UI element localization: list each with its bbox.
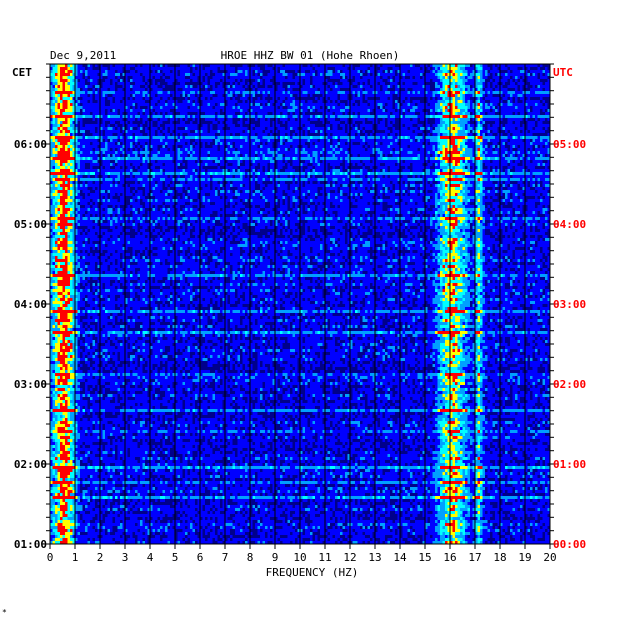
x-tick-label: 1	[72, 551, 79, 564]
x-tick-label: 5	[172, 551, 179, 564]
left-time-label: 02:00	[14, 458, 47, 471]
chart-title: HROE HHZ BW 01 (Hohe Rhoen)	[221, 49, 400, 62]
x-axis-label: FREQUENCY (HZ)	[266, 566, 359, 579]
x-axis-ticks: 0 1 2 3 4 5 6 7 8 9 10 11 12 13 14 15 16 17 18 19 20	[47, 544, 557, 564]
left-axis-label: CET	[12, 66, 32, 79]
right-axis-ticks: 05:00 04:00 03:00 02:00 01:00 00:00	[550, 64, 586, 551]
x-tick-label: 10	[293, 551, 306, 564]
right-time-label: 03:00	[553, 298, 586, 311]
left-time-label: 04:00	[14, 298, 47, 311]
x-tick-label: 15	[418, 551, 431, 564]
x-tick-label: 19	[518, 551, 531, 564]
right-time-label: 04:00	[553, 218, 586, 231]
x-tick-label: 3	[122, 551, 129, 564]
x-tick-label: 9	[272, 551, 279, 564]
chart-date: Dec 9,2011	[50, 49, 116, 62]
x-tick-label: 7	[222, 551, 229, 564]
x-tick-label: 11	[318, 551, 331, 564]
x-tick-label: 18	[493, 551, 506, 564]
x-tick-label: 17	[468, 551, 481, 564]
left-time-label: 01:00	[14, 538, 47, 551]
left-time-label: 03:00	[14, 378, 47, 391]
x-tick-label: 8	[247, 551, 254, 564]
x-tick-label: 4	[147, 551, 154, 564]
x-tick-label: 13	[368, 551, 381, 564]
footer-mark: *	[2, 608, 7, 617]
left-time-label: 06:00	[14, 138, 47, 151]
right-time-label: 02:00	[553, 378, 586, 391]
x-tick-label: 6	[197, 551, 204, 564]
left-axis-ticks: 06:00 05:00 04:00 03:00 02:00 01:00	[14, 64, 50, 551]
left-time-label: 05:00	[14, 218, 47, 231]
right-time-label: 00:00	[553, 538, 586, 551]
x-tick-label: 20	[543, 551, 556, 564]
right-axis-label: UTC	[553, 66, 573, 79]
x-tick-label: 0	[47, 551, 54, 564]
right-time-label: 01:00	[553, 458, 586, 471]
x-tick-label: 12	[343, 551, 356, 564]
right-time-label: 05:00	[553, 138, 586, 151]
x-tick-label: 14	[393, 551, 407, 564]
x-tick-label: 2	[97, 551, 104, 564]
x-tick-label: 16	[443, 551, 456, 564]
